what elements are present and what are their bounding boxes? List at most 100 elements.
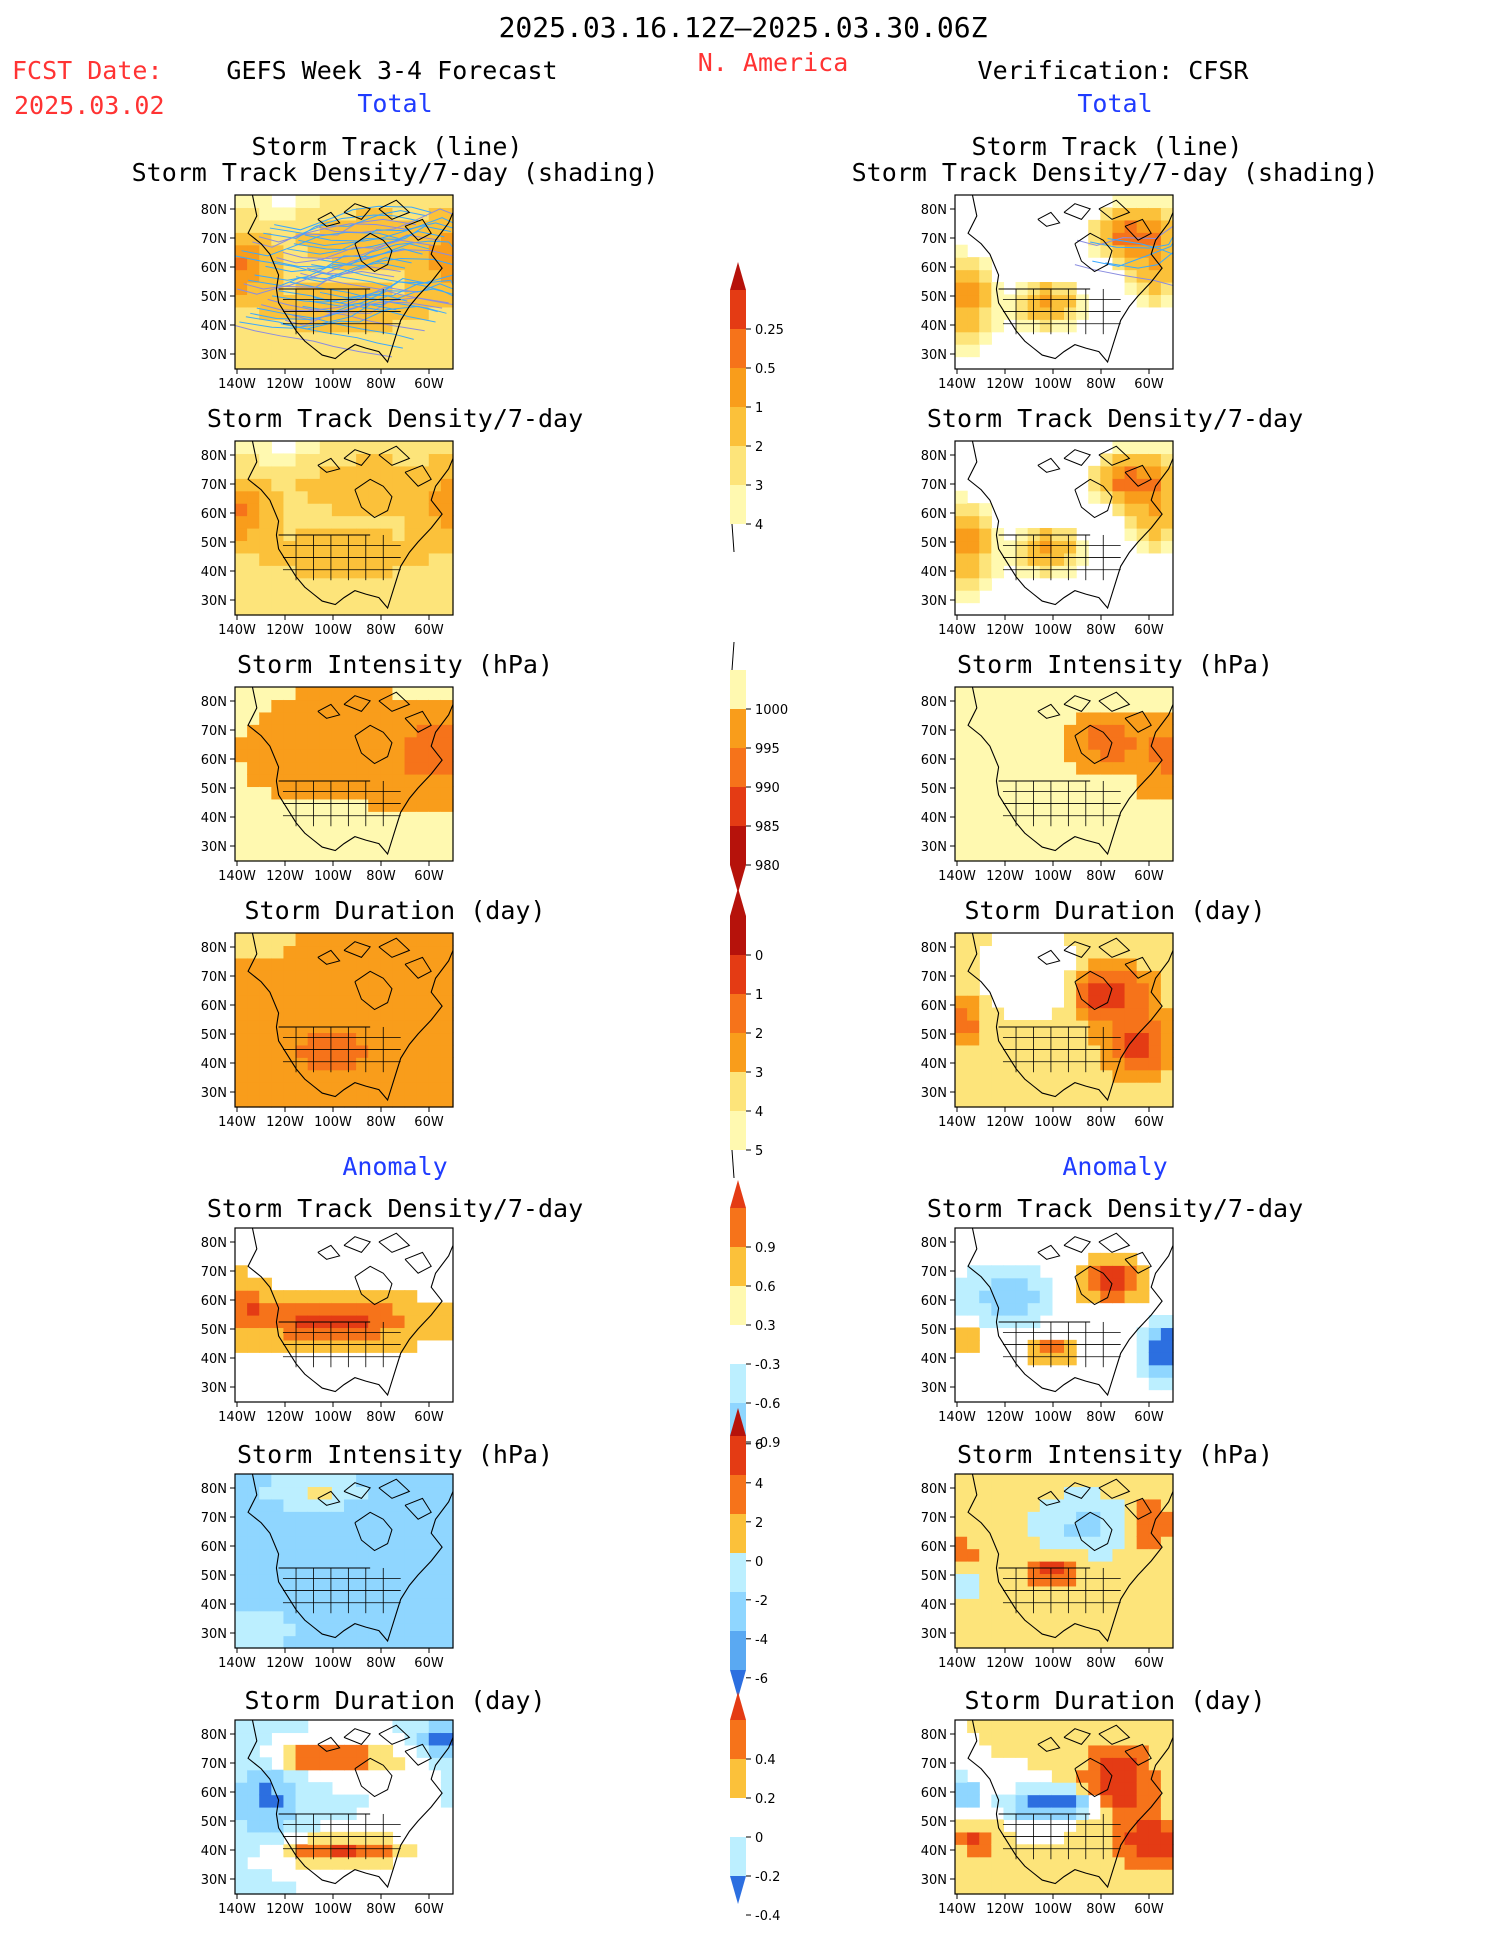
lat-tick-label: 70N [201,1757,227,1772]
title-intensity-anom-left: Storm Intensity (hPa) [236,1440,554,1469]
colorbar-tick-label: 0.25 [755,323,784,338]
lat-tick-label: 50N [201,1323,227,1338]
title-intensity-right: Storm Intensity (hPa) [956,650,1274,679]
lat-tick-label: 80N [201,695,227,710]
total-left-label: Total [357,89,433,118]
lon-tick-label: 140W [938,623,976,638]
title-duration-left: Storm Duration (day) [244,896,546,925]
lon-tick-label: 120W [986,869,1024,884]
lon-tick-label: 60W [414,1115,444,1130]
lat-tick-label: 40N [921,811,947,826]
lon-tick-label: 80W [1086,623,1116,638]
lon-tick-label: 60W [1134,1115,1164,1130]
colorbar-tick-label: -0.4 [755,1909,780,1924]
lon-tick-label: 140W [218,1902,256,1917]
lon-tick-label: 120W [986,623,1024,638]
lon-tick-label: 100W [314,623,352,638]
lon-tick-label: 120W [266,1115,304,1130]
lat-tick-label: 80N [921,1236,947,1251]
lat-tick-label: 30N [201,348,227,363]
lat-tick-label: 40N [921,1598,947,1613]
title-intensity-anom-right: Storm Intensity (hPa) [956,1440,1274,1469]
lon-tick-label: 120W [986,377,1024,392]
lon-tick-label: 60W [414,377,444,392]
lon-tick-label: 100W [1034,623,1072,638]
lon-tick-label: 60W [1134,869,1164,884]
lon-tick-label: 80W [1086,1902,1116,1917]
lon-tick-label: 100W [314,1410,352,1425]
map-duration-forecast: 80N 70N 60N 50N 40N 30N 140W 120W 100W 80W 60W [201,932,454,1130]
lat-tick-label: 30N [201,1381,227,1396]
lat-tick-label: 60N [201,999,227,1014]
lat-tick-label: 70N [201,970,227,985]
colorbar-tick-label: 0.9 [755,1241,776,1256]
lat-tick-label: 50N [921,1323,947,1338]
lat-tick-label: 50N [201,1815,227,1830]
lat-tick-label: 30N [201,594,227,609]
lon-tick-label: 120W [986,1902,1024,1917]
forecast-title: GEFS Week 3-4 Forecast [226,56,558,85]
colorbar-duration_anom_colorbar: 0.4 0.2 0 -0.2 -0.4 [730,1692,780,1924]
lat-tick-label: 60N [201,1786,227,1801]
lat-tick-label: 30N [201,1627,227,1642]
lat-tick-label: 70N [201,232,227,247]
lon-tick-label: 80W [1086,869,1116,884]
lat-tick-label: 80N [921,1728,947,1743]
lon-tick-label: 60W [1134,1902,1164,1917]
colorbar-tick-label: 0.3 [755,1319,776,1334]
colorbar-tick-label: 2 [755,440,763,455]
lat-tick-label: 60N [921,1294,947,1309]
colorbar-tick-label: 1 [755,988,763,1003]
region-label: N. America [697,48,849,77]
colorbar-tick-label: 2 [755,1027,763,1042]
lon-tick-label: 120W [986,1656,1024,1671]
map-duration-verification: 80N 70N 60N 50N 40N 30N 140W 120W 100W 80W 60W [921,932,1174,1130]
colorbar-duration_colorbar: 0 1 2 3 4 5 [730,888,763,1179]
colorbar-tick-label: 990 [755,781,780,796]
colorbar-tick-label: 980 [755,859,780,874]
lon-tick-label: 120W [266,623,304,638]
colorbar-tick-label: 985 [755,820,780,835]
lat-tick-label: 50N [921,1028,947,1043]
lat-tick-label: 80N [201,203,227,218]
title-density-anom-right: Storm Track Density/7-day [926,1194,1304,1223]
lat-tick-label: 40N [921,319,947,334]
lat-tick-label: 80N [921,695,947,710]
lat-tick-label: 80N [921,449,947,464]
lon-tick-label: 140W [938,377,976,392]
map-intensity-verification: 80N 70N 60N 50N 40N 30N 140W 120W 100W 80W 60W [921,686,1174,884]
lat-tick-label: 50N [921,290,947,305]
lon-tick-label: 140W [938,869,976,884]
colorbar-tick-label: 2 [755,1516,763,1531]
lon-tick-label: 100W [314,1902,352,1917]
lon-tick-label: 100W [314,1656,352,1671]
lat-tick-label: 60N [921,753,947,768]
lon-tick-label: 120W [266,869,304,884]
lon-tick-label: 80W [366,869,396,884]
lat-tick-label: 70N [921,1757,947,1772]
title-track-line-right: Storm Track (line) [971,132,1243,161]
lon-tick-label: 100W [1034,1902,1072,1917]
lat-tick-label: 70N [201,1511,227,1526]
lon-tick-label: 60W [414,1656,444,1671]
map-density-verification: 80N 70N 60N 50N 40N 30N 140W 120W 100W 80W 60W [921,440,1174,638]
lon-tick-label: 120W [986,1410,1024,1425]
lat-tick-label: 30N [921,840,947,855]
lat-tick-label: 60N [201,261,227,276]
anomaly-right-label: Anomaly [1062,1152,1168,1181]
map-intensity-forecast: 80N 70N 60N 50N 40N 30N 140W 120W 100W 80W 60W [201,686,454,884]
colorbar-tick-label: -6 [755,1672,768,1687]
lat-tick-label: 30N [921,348,947,363]
colorbar-intensity_anom_colorbar: 6 4 2 0 -2 -4 -6 [730,1408,768,1698]
map-track-forecast: 80N 70N 60N 50N 40N 30N 140W 120W 100W 80W 60W [201,194,454,392]
lat-tick-label: 60N [921,1540,947,1555]
lon-tick-label: 60W [414,623,444,638]
lat-tick-label: 40N [921,1057,947,1072]
lat-tick-label: 40N [921,565,947,580]
map-anomI-verification: 80N 70N 60N 50N 40N 30N 140W 120W 100W 80W 60W [921,1473,1174,1671]
lon-tick-label: 60W [1134,1656,1164,1671]
lat-tick-label: 40N [201,1352,227,1367]
lon-tick-label: 140W [218,1115,256,1130]
lat-tick-label: 50N [201,290,227,305]
lon-tick-label: 80W [1086,1115,1116,1130]
